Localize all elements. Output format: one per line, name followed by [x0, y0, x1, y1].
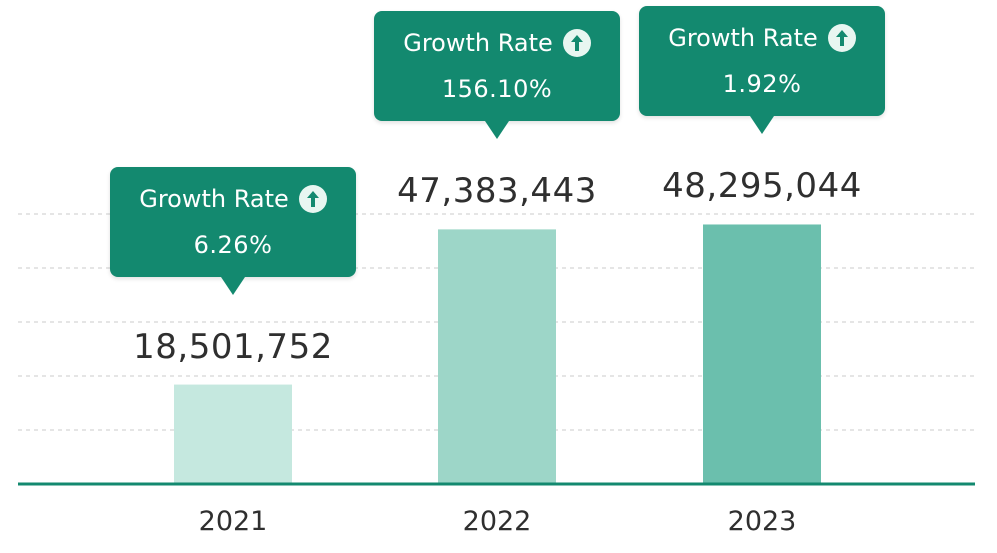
callout-rate: 1.92%	[722, 70, 802, 99]
bar-value-label-2021: 18,501,752	[133, 326, 333, 367]
x-tick-label-2023: 2023	[727, 506, 797, 537]
bar-value-label-2023: 48,295,044	[662, 166, 862, 207]
callout-label: Growth Rate	[139, 184, 289, 213]
growth-rate-callout-2023: Growth Rate 1.92%	[639, 6, 885, 135]
arrow-up-icon	[827, 24, 856, 53]
bar-2021	[174, 384, 292, 484]
x-tick-label-2022: 2022	[462, 506, 532, 537]
bar-value-label-2022: 47,383,443	[397, 171, 597, 212]
callout-label: Growth Rate	[403, 29, 553, 58]
arrow-up-icon	[298, 184, 327, 213]
callout-rate: 6.26%	[193, 230, 273, 259]
callout-rate: 156.10%	[441, 75, 553, 104]
bars	[174, 224, 821, 485]
growth-rate-callout-2022: Growth Rate 156.10%	[374, 11, 620, 140]
bar-2022	[438, 229, 556, 484]
growth-rate-callout-2021: Growth Rate 6.26%	[110, 166, 356, 295]
x-tick-label-2021: 2021	[198, 506, 268, 537]
arrow-up-icon	[562, 29, 591, 58]
bar-2023	[703, 224, 821, 485]
callout-label: Growth Rate	[668, 24, 818, 53]
